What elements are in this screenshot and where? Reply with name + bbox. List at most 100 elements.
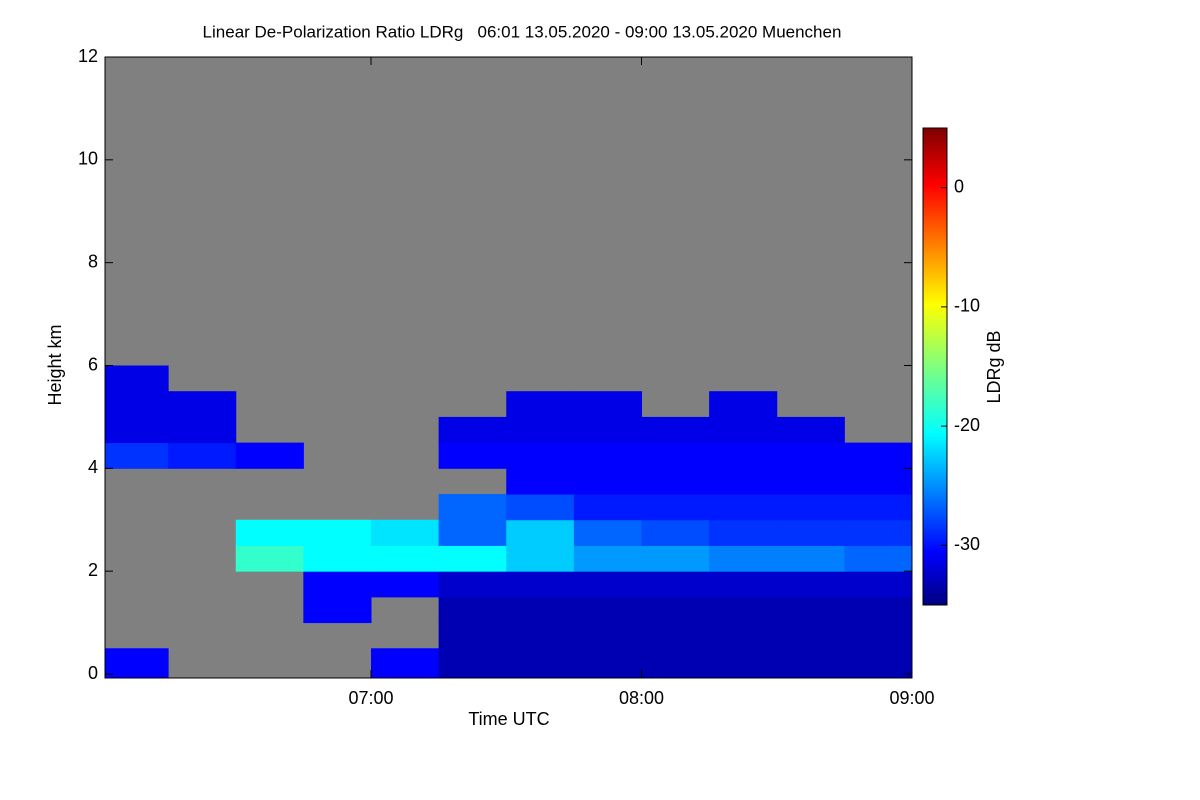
heatmap-cell	[573, 596, 642, 624]
x-tick-label: 09:00	[889, 688, 934, 708]
heatmap-cell	[303, 519, 372, 546]
heatmap-cell	[370, 519, 440, 546]
heatmap-cell	[168, 391, 237, 418]
heatmap-cell	[438, 622, 507, 649]
heatmap-cell	[168, 442, 237, 469]
heatmap-cell	[641, 545, 710, 572]
heatmap-cell	[776, 596, 845, 624]
heatmap-cell	[641, 571, 710, 598]
colorbar-label: LDRg dB	[984, 330, 1004, 403]
colorbar-tick-label: -10	[954, 296, 980, 316]
plot-frame	[104, 56, 913, 679]
heatmap-cell	[573, 622, 642, 649]
heatmap-cell	[844, 519, 913, 546]
heatmap-cell	[506, 545, 575, 572]
heatmap-cell	[709, 545, 778, 572]
chart-title: Linear De-Polarization Ratio LDRg 06:01 …	[203, 22, 842, 41]
heatmap-cell	[235, 442, 304, 469]
y-tick-label: 12	[78, 46, 98, 66]
heatmap-cell	[776, 416, 845, 444]
heatmap-cell	[506, 622, 575, 649]
heatmap-cell	[709, 648, 778, 678]
heatmap-cell	[506, 571, 575, 598]
heatmap-cell	[709, 391, 778, 418]
y-tick-label: 0	[88, 663, 98, 683]
heatmap-cell	[844, 545, 913, 572]
heatmap-cell	[776, 545, 845, 572]
heatmap-cell	[709, 494, 778, 521]
heatmap-cell	[844, 596, 913, 624]
heatmap-cell	[105, 416, 169, 444]
heatmap-cell	[641, 622, 710, 649]
heatmap-cell	[776, 622, 845, 649]
heatmap-cell	[506, 519, 575, 546]
heatmap-cell	[506, 596, 575, 624]
heatmap-cell	[709, 468, 778, 495]
heatmap-cell	[303, 571, 372, 598]
heatmap-cell	[776, 648, 845, 678]
x-tick-label: 08:00	[619, 688, 664, 708]
heatmap-cell	[844, 468, 913, 495]
heatmap-cell	[438, 494, 507, 521]
heatmap-cell	[844, 622, 913, 649]
y-axis-label: Height km	[45, 324, 65, 405]
heatmap-cell	[709, 596, 778, 624]
heatmap-cell	[105, 391, 169, 418]
heatmap-cell	[573, 468, 642, 495]
heatmap-cell	[709, 571, 778, 598]
heatmap-cell	[573, 442, 642, 469]
heatmap-cell	[303, 545, 372, 572]
heatmap-cell	[438, 571, 507, 598]
heatmap-cell	[709, 416, 778, 444]
heatmap-cell	[438, 648, 507, 678]
heatmap-cell	[370, 648, 440, 678]
heatmap-cell	[573, 545, 642, 572]
heatmap-cell	[641, 416, 710, 444]
heatmap-cell	[776, 442, 845, 469]
y-tick-label: 2	[88, 560, 98, 580]
heatmap-cell	[573, 416, 642, 444]
heatmap-cell	[776, 519, 845, 546]
heatmap-cell	[573, 571, 642, 598]
heatmap-cell	[641, 468, 710, 495]
heatmap-cell	[573, 494, 642, 521]
colorbar-tick-label: -20	[954, 415, 980, 435]
heatmap-cell	[438, 519, 507, 546]
heatmap-cell	[235, 545, 304, 572]
colorbar-tick-label: 0	[954, 176, 964, 196]
heatmap-cell	[776, 494, 845, 521]
x-tick-label: 07:00	[348, 688, 393, 708]
heatmap-cell	[844, 648, 913, 678]
heatmap-cell	[573, 391, 642, 418]
heatmap-cell	[709, 622, 778, 649]
heatmap-cell	[303, 596, 372, 624]
heatmap-cell	[641, 596, 710, 624]
colorbar	[922, 127, 948, 606]
heatmap-cell	[641, 519, 710, 546]
heatmap-cell	[709, 519, 778, 546]
heatmap-cell	[844, 494, 913, 521]
heatmap-cell	[844, 442, 913, 469]
heatmap-cell	[506, 468, 575, 495]
y-tick-label: 6	[88, 354, 98, 374]
y-tick-label: 4	[88, 457, 98, 477]
heatmap-cell	[438, 442, 507, 469]
heatmap-cell	[844, 571, 913, 598]
x-axis-label: Time UTC	[468, 709, 549, 729]
heatmap-cell	[573, 519, 642, 546]
heatmap-cell	[235, 519, 304, 546]
y-tick-label: 8	[88, 251, 98, 271]
heatmap-cell	[709, 442, 778, 469]
y-tick-label: 10	[78, 149, 98, 169]
heatmap-cell	[506, 416, 575, 444]
heatmap-cell	[776, 571, 845, 598]
heatmap-cell	[776, 468, 845, 495]
heatmap-cell	[370, 571, 440, 598]
heatmap-cell	[105, 365, 169, 392]
heatmap-cell	[506, 442, 575, 469]
heatmap-cell	[506, 391, 575, 418]
colorbar-tick-label: -30	[954, 534, 980, 554]
heatmap-cell	[438, 596, 507, 624]
heatmap-cell	[506, 648, 575, 678]
